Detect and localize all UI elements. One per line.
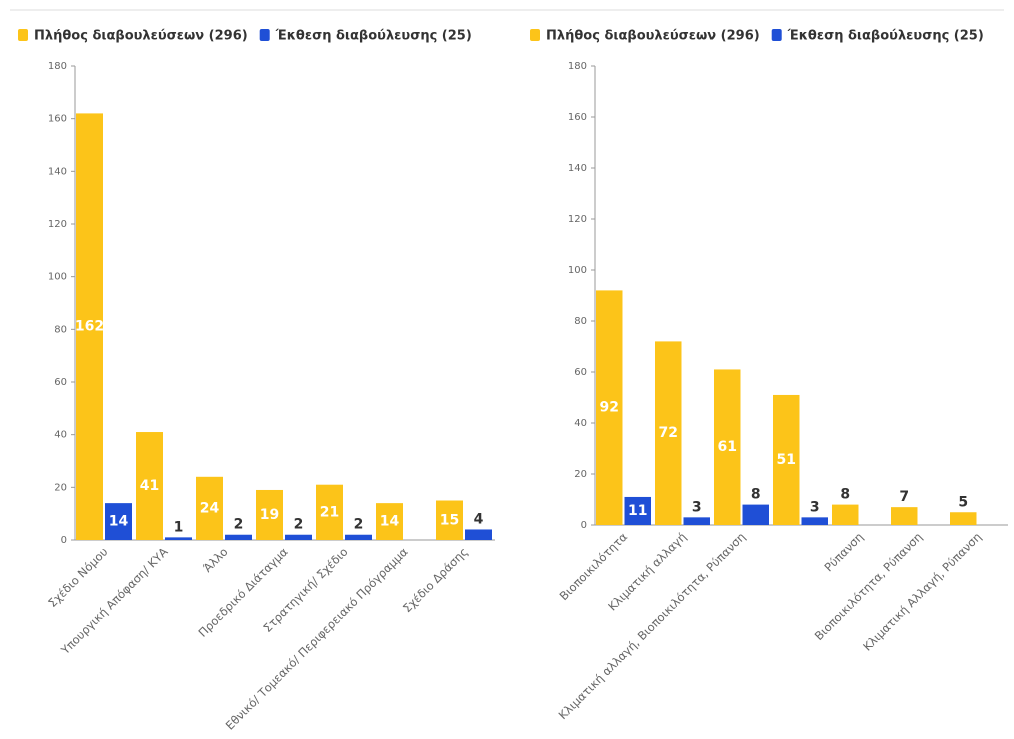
legend-label: Έκθεση διαβούλευσης (25) [275,29,472,44]
data-label: 2 [234,517,244,533]
data-label: 61 [718,439,737,455]
y-tick-label: 100 [48,272,67,283]
legend-swatch [259,29,270,41]
data-label: 21 [320,504,339,520]
data-label: 15 [440,512,459,528]
data-label: 24 [200,500,220,516]
data-label: 8 [840,487,850,503]
legend-swatch [771,29,782,41]
y-tick-label: 80 [574,316,587,327]
legend-label: Πλήθος διαβουλεύσεων (296) [546,29,760,44]
data-label: 14 [109,514,129,530]
bar [655,341,682,525]
data-label: 5 [958,494,968,510]
y-tick-label: 120 [48,219,67,230]
bar [624,496,651,525]
y-tick-label: 180 [568,61,587,72]
x-tick-label: Βιοποικιλότητα, Ρύπανση [812,530,925,643]
x-tick-label: Σχέδιο Νόμου [45,545,110,610]
y-tick-label: 160 [568,112,587,123]
y-tick-label: 100 [568,265,587,276]
y-tick-label: 180 [48,61,67,72]
bar [76,113,103,541]
data-label: 7 [899,489,909,505]
y-tick-label: 0 [61,535,67,546]
y-tick-label: 140 [568,163,587,174]
bar [773,394,800,525]
data-label: 72 [659,425,678,441]
bar [256,489,283,540]
y-tick-label: 60 [54,377,67,388]
data-label: 4 [474,511,484,527]
data-label: 162 [75,319,104,335]
legend-label: Πλήθος διαβουλεύσεων (296) [34,29,248,44]
bar [683,517,710,525]
data-label: 8 [751,487,761,503]
bar [136,432,163,540]
bar [316,484,343,540]
legend-label: Έκθεση διαβούλευσης (25) [787,29,984,44]
bar [376,503,403,540]
data-label: 3 [692,499,702,515]
x-tick-label: Άλλο [200,545,230,575]
data-label: 19 [260,507,279,523]
bar [465,529,492,540]
data-label: 41 [140,478,159,494]
legend-swatch [18,29,28,41]
bar [436,500,463,540]
bar [225,534,252,540]
bar [165,537,192,540]
x-tick-label: Υπουργική Απόφαση/ ΚΥΑ [58,545,171,658]
y-tick-label: 120 [568,214,587,225]
y-tick-label: 60 [574,367,587,378]
x-tick-label: Σχέδιο Δράσης [400,545,471,616]
y-tick-label: 40 [54,430,67,441]
data-label: 51 [777,452,796,468]
legend-swatch [530,29,540,41]
x-tick-label: Κλιματική Αλλαγή, Ρύπανση [860,530,984,654]
bar [950,512,977,525]
bar [105,503,132,540]
bar [891,507,918,525]
bar [345,534,372,540]
y-tick-label: 80 [54,324,67,335]
bar [596,290,623,525]
data-label: 92 [600,400,619,416]
data-label: 14 [380,514,400,530]
data-label: 2 [354,517,364,533]
data-label: 3 [810,499,820,515]
bar [714,369,741,525]
y-tick-label: 40 [574,418,587,429]
y-tick-label: 20 [574,469,587,480]
data-label: 2 [294,517,304,533]
bar [832,504,859,525]
bar [801,517,828,525]
y-tick-label: 140 [48,166,67,177]
y-tick-label: 160 [48,114,67,125]
bar [742,504,769,525]
x-tick-label: Ρύπανση [821,530,866,575]
data-label: 1 [174,519,184,535]
bar [196,476,223,540]
y-tick-label: 20 [54,482,67,493]
y-tick-label: 0 [581,520,587,531]
data-label: 11 [628,503,647,519]
bar [285,534,312,540]
